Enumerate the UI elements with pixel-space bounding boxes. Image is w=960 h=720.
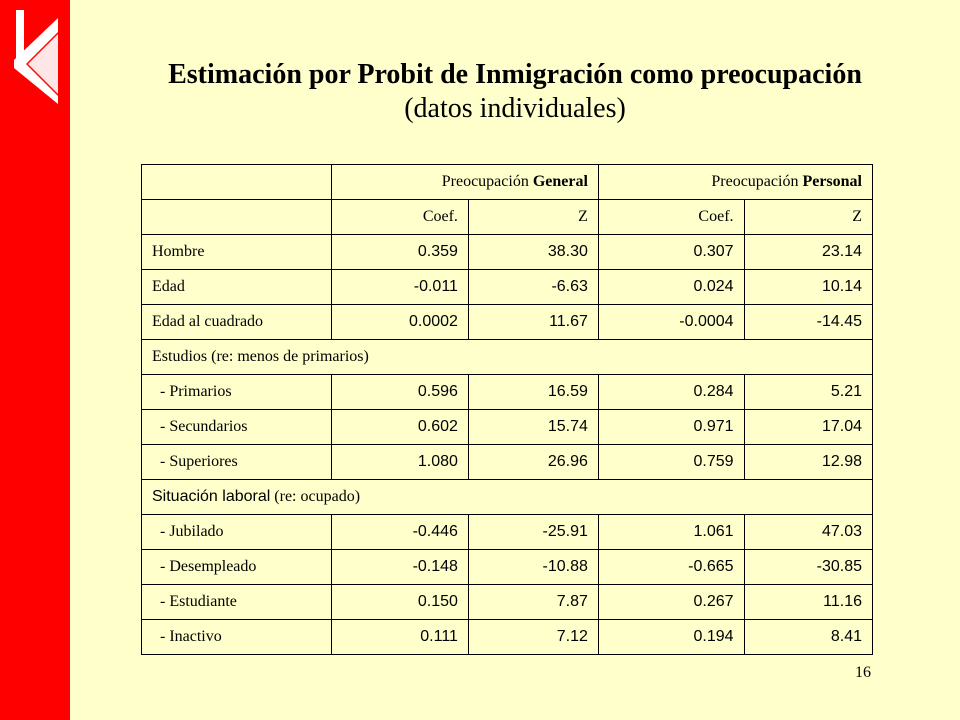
value-cell: 16.59 [467,374,599,410]
value-cell: 10.14 [743,269,874,305]
slide-title: Estimación por Probit de Inmigración com… [70,58,960,126]
row-label: - Superiores [141,444,332,480]
value-cell: 0.596 [331,374,469,410]
row-label: Edad [141,269,332,305]
value-cell: 0.024 [597,269,745,305]
value-cell: 0.307 [597,234,745,270]
value-cell: 0.267 [597,584,745,620]
value-cell: -30.85 [743,549,874,585]
value-cell: 1.061 [597,514,745,550]
value-cell: 26.96 [467,444,599,480]
table-group-header-row: Preocupación General Preocupación Person… [141,164,874,200]
value-cell: -0.148 [331,549,469,585]
table-row: - Superiores 1.080 26.96 0.759 12.98 [141,444,874,480]
table-row: - Inactivo 0.111 7.12 0.194 8.41 [141,619,874,655]
value-cell: 15.74 [467,409,599,445]
value-cell: 11.67 [467,304,599,340]
value-cell: -0.665 [597,549,745,585]
value-cell: 0.150 [331,584,469,620]
table-row: - Desempleado -0.148 -10.88 -0.665 -30.85 [141,549,874,585]
value-cell: 8.41 [743,619,874,655]
value-cell: -10.88 [467,549,599,585]
value-cell: 7.87 [467,584,599,620]
subheader-z-general: Z [467,199,599,235]
subheader-z-personal: Z [743,199,874,235]
value-cell: 23.14 [743,234,874,270]
row-label: Hombre [141,234,332,270]
page-number: 16 [855,664,871,681]
row-label: Edad al cuadrado [141,304,332,340]
table-row: - Estudiante 0.150 7.87 0.267 11.16 [141,584,874,620]
section-label-laboral: Situación laboral (re: ocupado) [141,479,873,515]
title-main: Estimación por Probit de Inmigración com… [168,59,862,90]
row-label: - Desempleado [141,549,332,585]
row-label: - Jubilado [141,514,332,550]
value-cell: 0.759 [597,444,745,480]
subheader-coef-general: Coef. [331,199,469,235]
table-row: Edad -0.011 -6.63 0.024 10.14 [141,269,874,305]
table-row: - Jubilado -0.446 -25.91 1.061 47.03 [141,514,874,550]
value-cell: 0.0002 [331,304,469,340]
title-sub: (datos individuales) [404,93,626,124]
value-cell: 0.284 [597,374,745,410]
value-cell: 47.03 [743,514,874,550]
value-cell: -0.446 [331,514,469,550]
row-label: - Estudiante [141,584,332,620]
table-row: Edad al cuadrado 0.0002 11.67 -0.0004 -14.45 [141,304,874,340]
value-cell: 1.080 [331,444,469,480]
value-cell: 0.194 [597,619,745,655]
section-label-estudios: Estudios (re: menos de primarios) [141,339,873,375]
table-row: - Secundarios 0.602 15.74 0.971 17.04 [141,409,874,445]
value-cell: 7.12 [467,619,599,655]
group-header-general: Preocupación General [331,164,599,200]
value-cell: 5.21 [743,374,874,410]
value-cell: 0.602 [331,409,469,445]
row-label: - Inactivo [141,619,332,655]
table-subheader-row: Coef. Z Coef. Z [141,199,874,235]
value-cell: -0.0004 [597,304,745,340]
value-cell: -14.45 [743,304,874,340]
value-cell: 17.04 [743,409,874,445]
empty-subheader-cell [141,199,332,235]
red-sidebar [0,0,70,720]
section-row-estudios: Estudios (re: menos de primarios) [141,339,873,375]
table-row: Hombre 0.359 38.30 0.307 23.14 [141,234,874,270]
group-header-personal: Preocupación Personal [597,164,874,200]
logo-icon [14,10,58,104]
value-cell: 0.359 [331,234,469,270]
value-cell: 0.971 [597,409,745,445]
empty-header-cell [141,164,332,200]
row-label: - Primarios [141,374,332,410]
subheader-coef-personal: Coef. [597,199,745,235]
value-cell: 12.98 [743,444,874,480]
value-cell: 0.111 [331,619,469,655]
value-cell: 11.16 [743,584,874,620]
row-label: - Secundarios [141,409,332,445]
value-cell: -0.011 [331,269,469,305]
value-cell: -6.63 [467,269,599,305]
table-row: - Primarios 0.596 16.59 0.284 5.21 [141,374,874,410]
value-cell: 38.30 [467,234,599,270]
value-cell: -25.91 [467,514,599,550]
section-row-laboral: Situación laboral (re: ocupado) [141,479,873,515]
probit-results-table: Preocupación General Preocupación Person… [141,164,874,655]
